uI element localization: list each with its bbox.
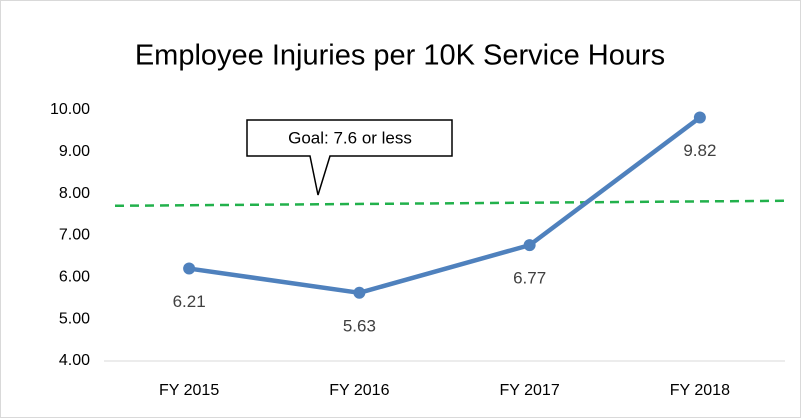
marker [183, 262, 196, 275]
y-tick-label: 4.00 [59, 352, 90, 369]
marker [353, 286, 366, 299]
marker [523, 239, 536, 252]
chart-title: Employee Injuries per 10K Service Hours [135, 40, 665, 72]
y-tick-label: 9.00 [59, 143, 90, 160]
series-line [188, 115, 702, 296]
y-tick-label: 8.00 [59, 185, 90, 202]
x-tick-label: FY 2018 [670, 382, 730, 399]
y-tick-label: 7.00 [59, 227, 90, 244]
x-tick-label: FY 2017 [500, 382, 560, 399]
goal-line [114, 199, 786, 208]
data-label: 5.63 [343, 316, 376, 335]
y-tick-label: 10.00 [50, 101, 90, 118]
data-label: 9.82 [683, 141, 716, 160]
x-tick-label: FY 2015 [159, 382, 219, 399]
annotation: Goal: 7.6 or less [288, 128, 412, 147]
marker [693, 111, 706, 124]
y-tick-label: 5.00 [59, 310, 90, 327]
data-label: 6.21 [173, 292, 206, 311]
x-tick-label: FY 2016 [329, 382, 389, 399]
y-tick-label: 6.00 [59, 269, 90, 286]
annotation-callout [246, 119, 453, 196]
data-label: 6.77 [513, 269, 546, 288]
